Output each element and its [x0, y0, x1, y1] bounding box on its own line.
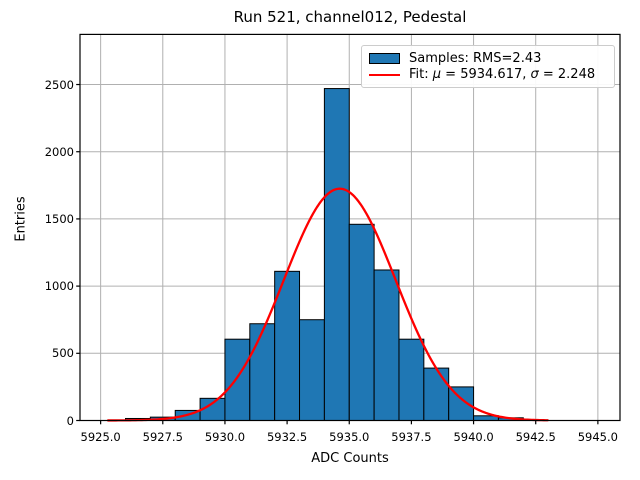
x-tick-label: 5930.0: [204, 430, 246, 444]
legend-fit-line-swatch: [369, 73, 400, 76]
x-tick-label: 5937.5: [391, 430, 432, 444]
x-tick-label: 5945.0: [577, 430, 618, 444]
chart-title: Run 521, channel012, Pedestal: [233, 8, 467, 26]
y-tick-label: 500: [52, 346, 74, 361]
histogram-bar: [274, 270, 301, 422]
legend-samples-label: Samples: RMS=2.43: [409, 50, 542, 66]
mu-symbol: μ: [432, 67, 442, 83]
legend-fit-prefix: Fit:: [409, 67, 433, 83]
legend-fit-label: Fit: μ = 5934.617, σ = 2.248: [409, 67, 595, 82]
histogram-bar: [299, 319, 325, 421]
legend-samples-swatch: [369, 52, 400, 64]
axes-spines: [79, 33, 621, 422]
x-tick-label: 5932.5: [266, 430, 308, 444]
y-tick-label: 2500: [44, 77, 74, 92]
x-tick-label: 5942.5: [515, 430, 556, 444]
histogram-bar: [249, 323, 276, 421]
histogram-bar: [323, 88, 350, 421]
legend-entry-samples: Samples: RMS=2.43: [369, 50, 606, 67]
y-tick-label: 2000: [44, 144, 74, 159]
x-tick-label: 5940.0: [453, 430, 494, 444]
x-tick-label: 5935.0: [329, 430, 370, 444]
legend-fit-mu-value: = 5934.617,: [441, 67, 531, 83]
gaussian-fit-curve: [106, 187, 549, 422]
sigma-symbol: σ: [530, 67, 539, 83]
x-tick-label: 5925.0: [80, 430, 121, 444]
histogram-bar: [423, 367, 450, 421]
histogram-bar: [398, 338, 425, 422]
legend-fit-sigma-value: = 2.248: [538, 67, 596, 83]
histogram-bar: [348, 223, 375, 421]
legend-entry-fit: Fit: μ = 5934.617, σ = 2.248: [369, 67, 606, 84]
histogram-bar: [373, 269, 400, 421]
y-tick-label: 0: [66, 413, 74, 428]
x-tick-label: 5927.5: [142, 430, 183, 444]
legend-box: Samples: RMS=2.43 Fit: μ = 5934.617, σ =…: [361, 45, 615, 88]
y-tick-label: 1500: [44, 211, 74, 226]
y-tick-label: 1000: [44, 279, 74, 294]
histogram-bar: [224, 338, 251, 422]
x-axis-label: ADC Counts: [311, 451, 389, 466]
